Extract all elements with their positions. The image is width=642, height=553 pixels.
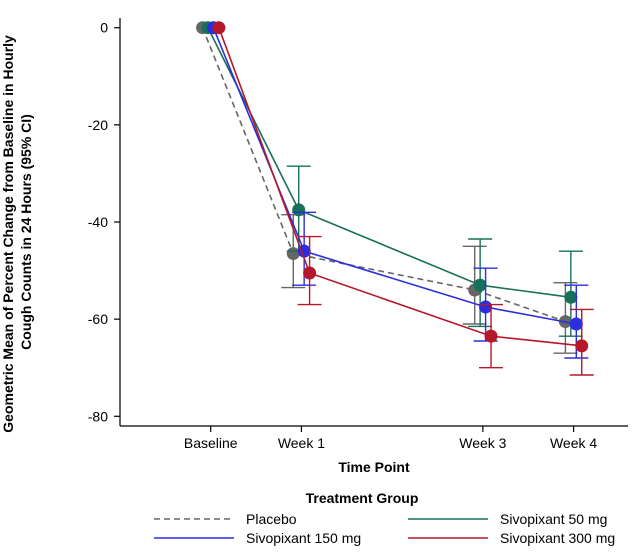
series-placebo xyxy=(196,21,578,354)
legend-item: Sivopixant 150 mg xyxy=(154,530,361,546)
x-axis-title: Time Point xyxy=(338,459,410,475)
data-point xyxy=(303,266,317,280)
data-point xyxy=(286,247,300,261)
series-sivopixant-300-mg xyxy=(212,21,594,376)
series-line xyxy=(218,27,582,347)
legend-title: Treatment Group xyxy=(306,490,419,506)
y-tick-label: -40 xyxy=(88,214,108,230)
data-point xyxy=(484,329,498,343)
y-axis-title: Geometric Mean of Percent Change from Ba… xyxy=(0,31,34,432)
legend-label: Sivopixant 150 mg xyxy=(246,530,361,546)
legend: Placebo Sivopixant 50 mg Sivopixant 150 mg… xyxy=(154,511,615,546)
series-line xyxy=(207,27,571,299)
legend-item: Sivopixant 300 mg xyxy=(408,530,615,546)
series-layer xyxy=(196,21,594,376)
x-tick-label: Week 3 xyxy=(459,435,506,451)
data-point xyxy=(292,203,306,217)
x-tick-label: Week 4 xyxy=(550,435,597,451)
y-axis-title-line-1: Geometric Mean of Percent Change from Ba… xyxy=(0,35,16,433)
y-tick-label: -60 xyxy=(88,311,108,327)
data-point xyxy=(212,21,226,35)
legend-label: Sivopixant 300 mg xyxy=(500,530,615,546)
data-point xyxy=(564,290,578,304)
x-tick-label: Week 1 xyxy=(278,435,325,451)
y-tick-label: -80 xyxy=(88,408,108,424)
series-sivopixant-150-mg xyxy=(206,21,589,359)
y-tick-label: -20 xyxy=(88,117,108,133)
legend-label: Sivopixant 50 mg xyxy=(500,511,607,527)
x-tick-label: Baseline xyxy=(184,435,238,451)
legend-label: Placebo xyxy=(246,511,297,527)
x-axis-ticks: Baseline Week 1 Week 3 Week 4 xyxy=(184,426,597,451)
data-point xyxy=(569,317,583,331)
series-sivopixant-50-mg xyxy=(201,21,583,337)
data-point xyxy=(575,339,589,353)
y-axis-title-line-2: Cough Counts in 24 Hours (95% CI) xyxy=(18,114,34,350)
series-line xyxy=(201,27,566,323)
data-point xyxy=(473,278,487,292)
y-tick-label: 0 xyxy=(100,20,108,36)
legend-item: Placebo xyxy=(154,511,297,527)
legend-item: Sivopixant 50 mg xyxy=(408,511,607,527)
y-axis-ticks: 0 -20 -40 -60 -80 xyxy=(88,20,120,424)
data-point xyxy=(479,300,493,314)
series-line xyxy=(212,27,577,325)
plot-axes xyxy=(119,18,628,427)
